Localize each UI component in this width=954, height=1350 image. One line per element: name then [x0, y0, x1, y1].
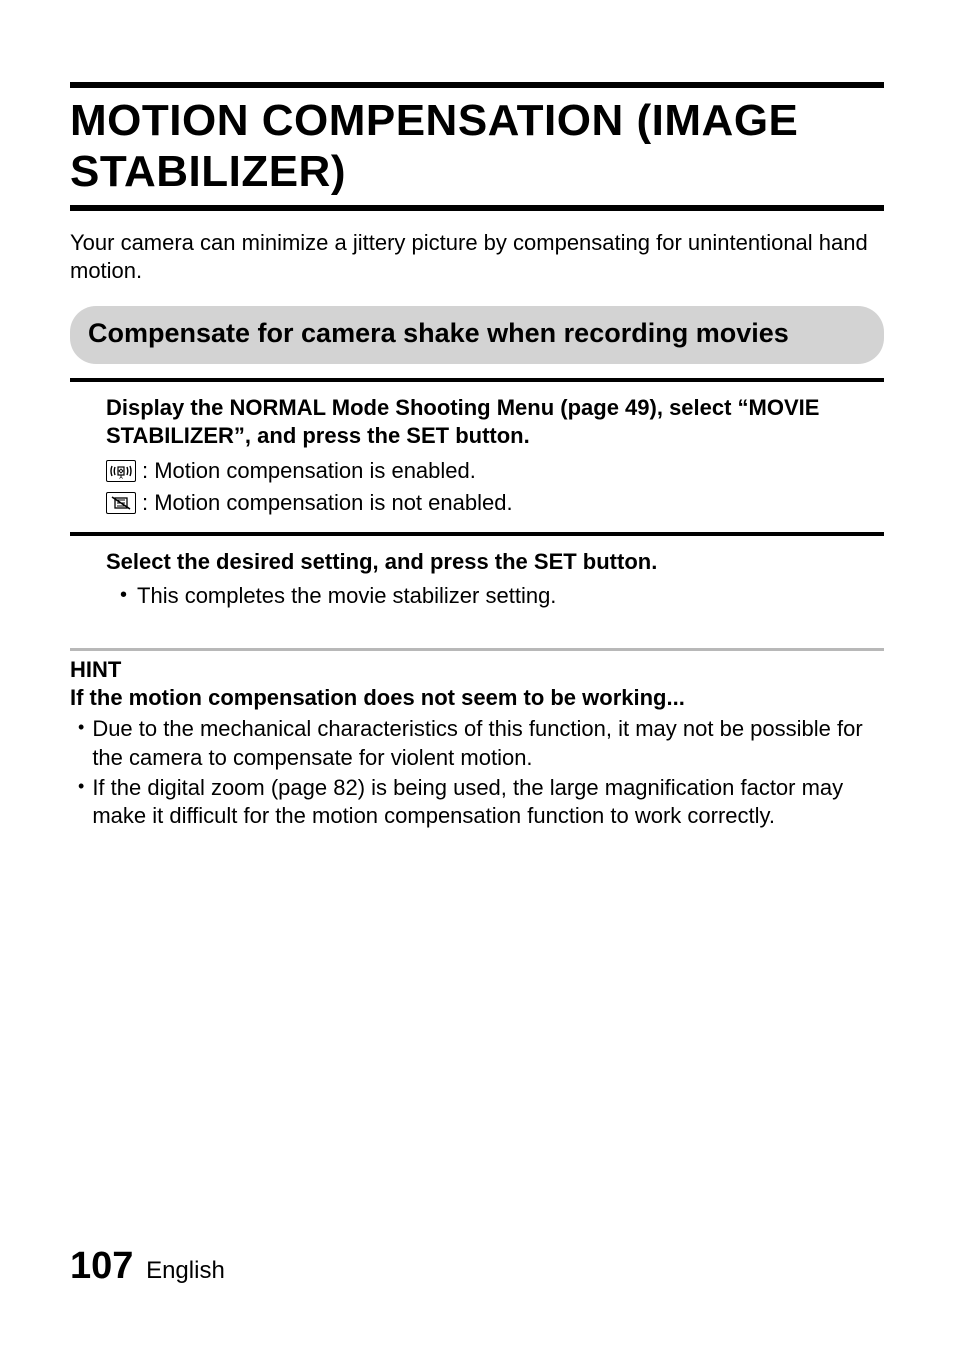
stabilizer-disabled-icon [106, 492, 136, 514]
hint-separator [70, 648, 884, 651]
step-2-heading: Select the desired setting, and press th… [106, 548, 884, 576]
step-1-heading: Display the NORMAL Mode Shooting Menu (p… [106, 394, 884, 450]
intro-text: Your camera can minimize a jittery pictu… [70, 229, 884, 284]
hint-item: • Due to the mechanical characteristics … [78, 715, 884, 771]
page-footer: 107 English [70, 1245, 225, 1288]
step-2-bullet-row: • This completes the movie stabilizer se… [120, 582, 884, 611]
option-disabled-text: : Motion compensation is not enabled. [142, 488, 513, 518]
page-number: 107 [70, 1245, 133, 1287]
step-2-bullet-text: This completes the movie stabilizer sett… [137, 582, 556, 611]
hint-item: • If the digital zoom (page 82) is being… [78, 774, 884, 830]
section-heading-pill: Compensate for camera shake when recordi… [70, 306, 884, 364]
step-2-block: Select the desired setting, and press th… [70, 532, 884, 625]
hint-label: HINT [70, 657, 884, 683]
page-language: English [146, 1257, 225, 1284]
page-title: MOTION COMPENSATION (IMAGE STABILIZER) [70, 90, 884, 203]
step-2-bullet-list: • This completes the movie stabilizer se… [106, 582, 884, 611]
bullet-dot-icon: • [120, 582, 127, 611]
stabilizer-enabled-icon: A [106, 460, 136, 482]
svg-text:A: A [119, 475, 123, 480]
bullet-icon: • [78, 774, 84, 830]
hint-items: • Due to the mechanical characteristics … [70, 715, 884, 830]
bullet-icon: • [78, 715, 84, 771]
hint-item-text: Due to the mechanical characteristics of… [92, 715, 884, 771]
section-heading-text: Compensate for camera shake when recordi… [88, 318, 866, 350]
option-disabled-line: : Motion compensation is not enabled. [106, 488, 884, 518]
title-top-rule [70, 82, 884, 88]
hint-item-text: If the digital zoom (page 82) is being u… [92, 774, 884, 830]
title-bottom-rule [70, 205, 884, 211]
hint-subheading: If the motion compensation does not seem… [70, 685, 884, 711]
step-1-block: Display the NORMAL Mode Shooting Menu (p… [70, 378, 884, 532]
option-enabled-text: : Motion compensation is enabled. [142, 456, 476, 486]
option-enabled-line: A : Motion compensation is enabled. [106, 456, 884, 486]
